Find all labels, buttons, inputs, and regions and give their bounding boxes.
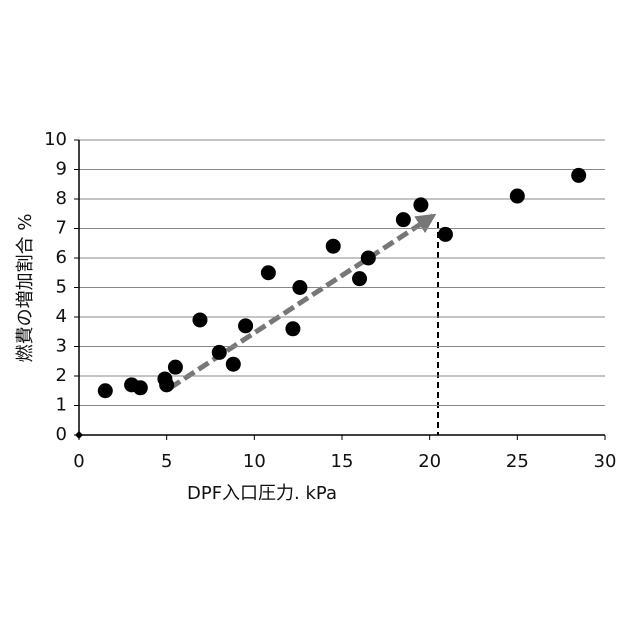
point [226, 357, 241, 372]
point [159, 377, 174, 392]
trend-arrow [170, 216, 433, 388]
y-tick-label: 4 [56, 306, 67, 327]
x-tick-label: 20 [418, 451, 441, 472]
point [326, 239, 341, 254]
y-axis-label: 燃費の増加割合 % [15, 214, 36, 363]
y-tick-label: 2 [56, 365, 67, 386]
point [352, 271, 367, 286]
point [168, 360, 183, 375]
x-tick-label: 5 [161, 451, 172, 472]
point [192, 312, 207, 327]
x-tick-label: 25 [506, 451, 529, 472]
y-tick-label: 8 [56, 188, 67, 209]
point [133, 380, 148, 395]
point [438, 227, 453, 242]
x-axis-label: DPF入口圧力. kPa [187, 483, 337, 504]
y-tick-label: 7 [56, 218, 67, 239]
x-tick-label: 30 [594, 451, 617, 472]
x-tick-label: 15 [331, 451, 354, 472]
point [361, 251, 376, 266]
y-tick-label: 3 [56, 336, 67, 357]
point [261, 265, 276, 280]
x-tick-label: 10 [243, 451, 266, 472]
x-tick-label: 0 [73, 451, 84, 472]
y-tick-label: 6 [56, 247, 67, 268]
point [98, 383, 113, 398]
point [292, 280, 307, 295]
point [212, 345, 227, 360]
chart: DPF入口圧力. kPa 燃費の増加割合 % 0 1 2 3 4 5 6 7 8 9 10 0 5 10 1… [0, 0, 640, 640]
y-tick-label: 9 [56, 159, 67, 180]
point [285, 321, 300, 336]
point [571, 168, 586, 183]
y-tick-label: 0 [56, 424, 67, 445]
point [238, 318, 253, 333]
point [510, 189, 525, 204]
point [396, 212, 411, 227]
point [413, 197, 428, 212]
y-tick-label: 1 [56, 395, 67, 416]
y-tick-label: 10 [44, 129, 67, 150]
y-tick-label: 5 [56, 277, 67, 298]
point [75, 431, 83, 439]
